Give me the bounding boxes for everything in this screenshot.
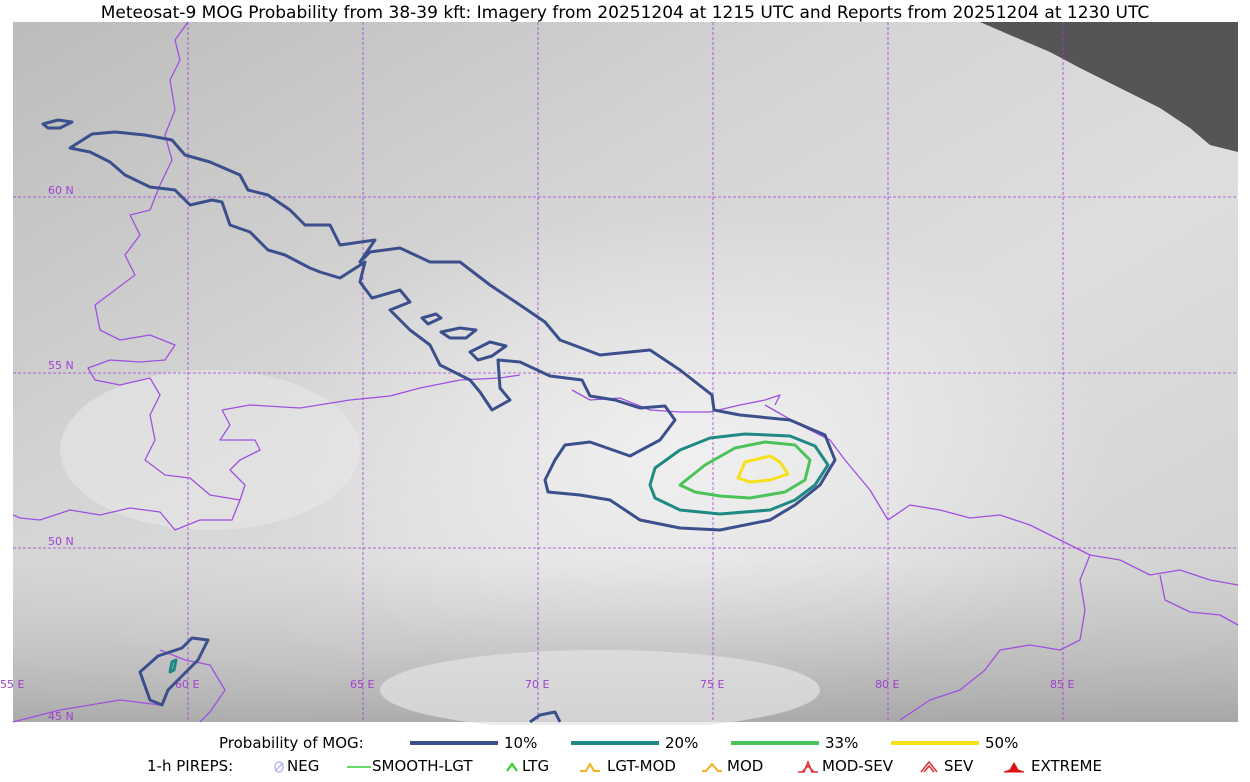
contour-10pct [41,118,837,724]
mod-sev-hat-icon [798,759,818,773]
legend-50pct-label: 50% [985,734,1019,752]
mod-chevron-icon [702,762,722,772]
pirep-mod-sev-label: MOD-SEV [822,757,893,775]
pirep-legend-label: 1-h PIREPS: [147,757,234,775]
pirep-extreme-label: EXTREME [1031,757,1102,775]
pirep-smooth-lgt-label: SMOOTH-LGT [372,757,473,775]
contour-50pct [736,454,790,484]
pirep-mod-label: MOD [727,757,764,775]
no-data-region [980,22,1238,152]
satellite-map: 60 N 55 N 50 N 45 N 55 E 60 E 65 E 70 E … [0,21,1239,725]
contour-33pct [678,440,812,500]
swatch-20pct [571,741,659,745]
sev-chevron-icon [920,760,938,773]
smooth-lgt-icon [347,766,371,768]
extreme-filled-hat-icon [1003,761,1025,773]
lon-label: 60 E [175,678,199,691]
lon-label: 55 E [0,678,24,691]
lat-label: 50 N [48,535,74,548]
neg-icon [274,761,284,773]
probability-legend: Probability of MOG: 10% 20% 33% 50% [0,733,1250,753]
swatch-33pct [731,741,819,745]
legend-10pct-label: 10% [504,734,538,752]
ltg-chevron-icon [506,762,518,772]
lon-label: 65 E [350,678,374,691]
lon-label: 75 E [700,678,724,691]
pirep-neg-label: NEG [287,757,320,775]
pirep-lgt-mod-label: LGT-MOD [607,757,676,775]
pirep-sev-label: SEV [944,757,974,775]
country-borders [12,21,1239,723]
legend-33pct-label: 33% [825,734,859,752]
pirep-ltg-label: LTG [522,757,550,775]
map-title: Meteosat-9 MOG Probability from 38-39 kf… [100,3,1150,23]
lon-label: 80 E [875,678,899,691]
lon-label: 70 E [525,678,549,691]
pirep-legend: 1-h PIREPS: NEG SMOOTH-LGT LTG LGT-MOD M… [0,756,1250,776]
swatch-10pct [410,741,498,745]
mog-contours [41,118,837,724]
lon-label: 85 E [1050,678,1074,691]
probability-legend-label: Probability of MOG: [219,734,364,752]
lat-label: 45 N [48,710,74,723]
contour-20pct [168,432,830,674]
swatch-50pct [891,741,979,745]
lat-label: 60 N [48,184,74,197]
legend-20pct-label: 20% [665,734,699,752]
lgt-mod-hat-icon [580,761,600,772]
lat-label: 55 N [48,359,74,372]
